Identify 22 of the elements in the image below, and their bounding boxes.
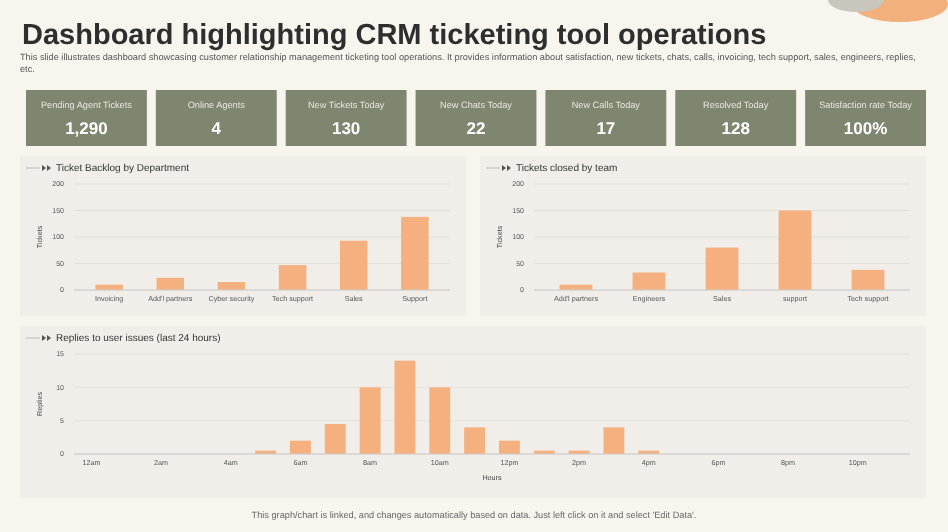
bar [324,424,346,454]
bar [289,440,311,454]
bar [464,427,486,454]
bar [429,387,451,454]
text: Dashboard highlighting CRM ticketing tool operations [22,20,767,52]
bar [603,427,625,454]
text: 128 [721,118,750,138]
bar [851,269,885,290]
text: 22 [466,118,486,138]
bar [778,210,812,290]
bar [359,387,381,454]
text: 100% [843,118,888,138]
text: 4 [211,118,222,138]
bar [394,360,416,454]
bar [278,265,307,290]
bar [498,440,520,454]
bar [705,247,739,290]
text: 1,290 [65,118,108,138]
bar [339,240,368,290]
text: 130 [331,118,361,138]
text: 17 [596,118,616,138]
bar [401,216,429,290]
